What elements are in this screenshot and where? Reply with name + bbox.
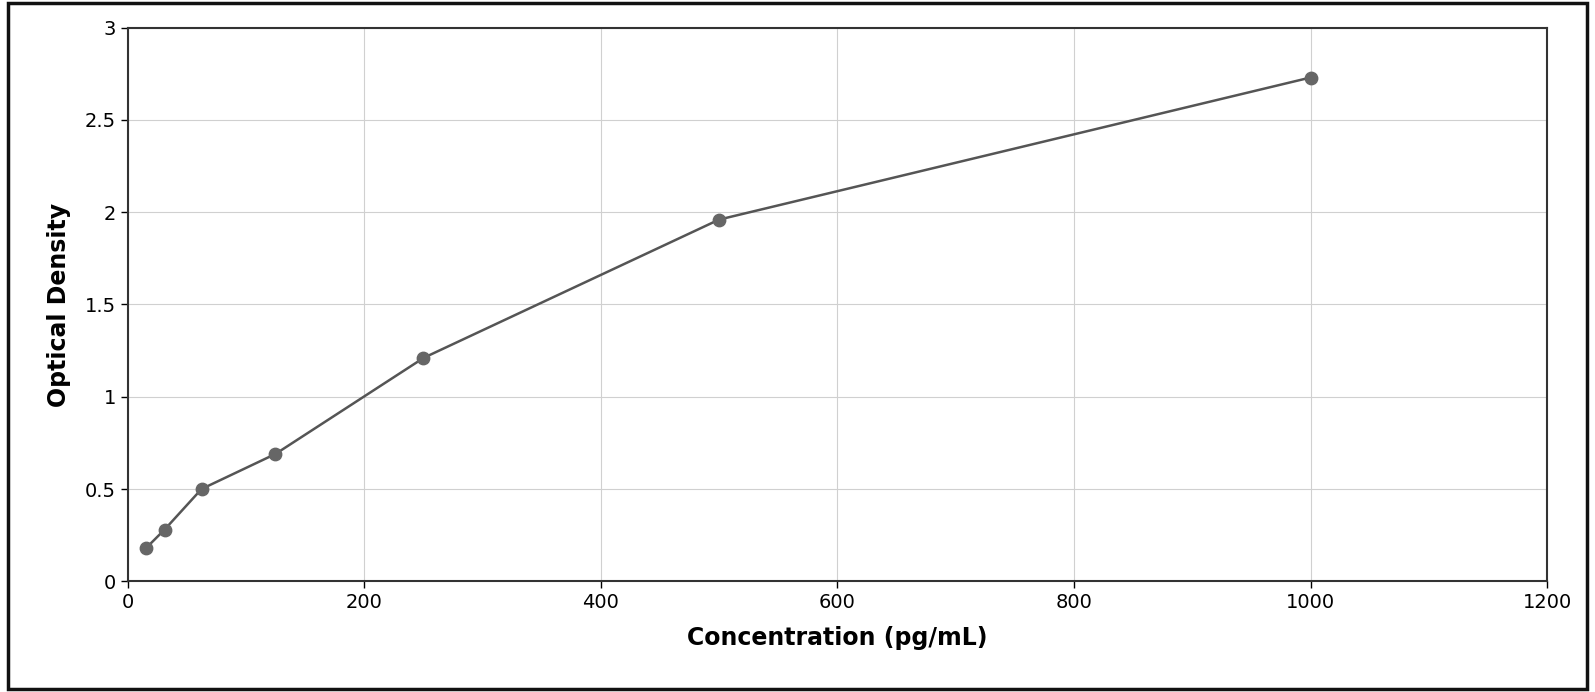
Y-axis label: Optical Density: Optical Density	[46, 203, 70, 406]
Point	[410, 352, 435, 363]
Point	[707, 214, 732, 225]
Point	[134, 543, 160, 554]
Point	[152, 524, 177, 535]
Point	[263, 448, 289, 459]
Point	[188, 484, 214, 495]
X-axis label: Concentration (pg/mL): Concentration (pg/mL)	[687, 626, 987, 650]
Point	[1298, 72, 1324, 83]
